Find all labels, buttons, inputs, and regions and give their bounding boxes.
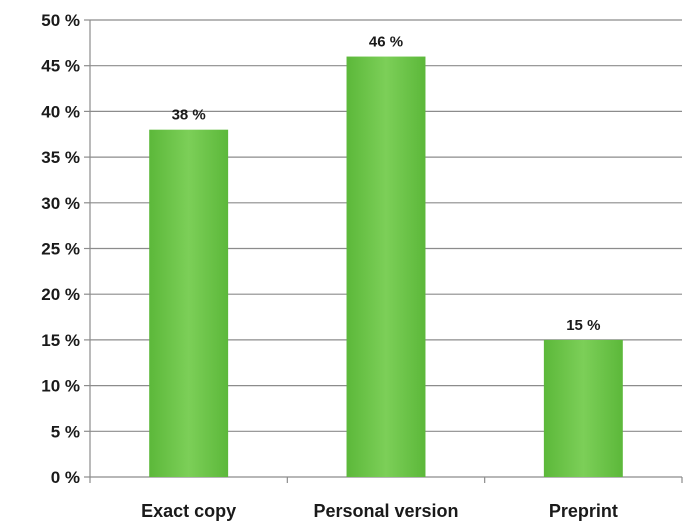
y-tick-label: 30 % [41, 194, 80, 213]
x-category-label: Preprint [549, 501, 618, 521]
bar-personal-version [346, 56, 426, 478]
y-tick-label: 25 % [41, 240, 80, 259]
y-axis-tick-labels: 0 % 5 % 10 % 15 % 20 % 25 % 30 % 35 % 40 % 45 % 50… [41, 11, 80, 487]
x-category-label: Personal version [313, 501, 458, 521]
x-category-label: Exact copy [141, 501, 236, 521]
y-tick-label: 40 % [41, 102, 80, 121]
y-tick-label: 10 % [41, 377, 80, 396]
data-label: 15 % [566, 317, 600, 334]
y-tick-label: 50 % [41, 11, 80, 30]
bar-preprint [543, 339, 623, 477]
y-tick-label: 5 % [51, 422, 80, 441]
bars [149, 56, 623, 478]
data-labels: 38 % 46 % 15 % [172, 34, 601, 334]
y-tick-label: 0 % [51, 468, 80, 487]
y-tick-label: 45 % [41, 57, 80, 76]
y-tick-label: 35 % [41, 148, 80, 167]
bar-exact-copy [149, 129, 229, 477]
y-tick-label: 20 % [41, 285, 80, 304]
y-tick-label: 15 % [41, 331, 80, 350]
x-axis-category-labels: Exact copy Personal version Preprint [141, 501, 618, 521]
data-label: 46 % [369, 34, 403, 51]
data-label: 38 % [172, 107, 206, 124]
